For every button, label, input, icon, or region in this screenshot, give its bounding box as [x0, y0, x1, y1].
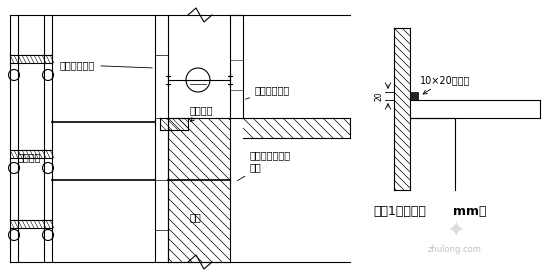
Bar: [410, 92, 418, 100]
Text: zhulong.com: zhulong.com: [428, 245, 482, 254]
Text: ✦: ✦: [446, 222, 464, 242]
Text: 外侧配大模板: 外侧配大模板: [60, 60, 152, 70]
Text: 外墙: 外墙: [189, 212, 201, 222]
Text: 穿墙螺栓与外架
拉接: 穿墙螺栓与外架 拉接: [237, 150, 291, 181]
Text: 节点1（单位：: 节点1（单位：: [373, 205, 426, 218]
Text: 外脚手架: 外脚手架: [18, 152, 42, 162]
Text: 10×20明缝条: 10×20明缝条: [420, 75, 470, 94]
Text: 通长木方: 通长木方: [190, 105, 214, 121]
Text: 内侧配木模板: 内侧配木模板: [245, 85, 290, 99]
Text: mm）: mm）: [453, 205, 486, 218]
Text: 20: 20: [375, 91, 384, 101]
